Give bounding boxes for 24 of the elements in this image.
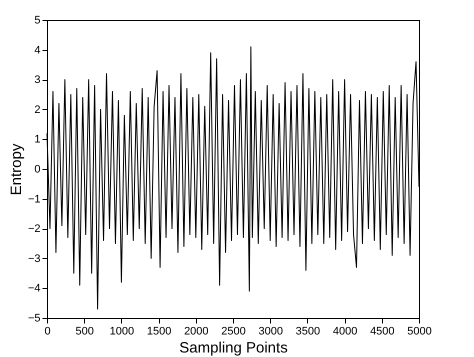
x-tick-label: 4500 [370, 326, 395, 338]
y-tick-label: 4 [34, 44, 40, 56]
x-tick-label: 2000 [184, 326, 209, 338]
x-tick-label: 0 [44, 326, 51, 338]
x-tick-label: 500 [76, 326, 94, 338]
x-tick-label: 3000 [258, 326, 283, 338]
y-tick-label: 0 [34, 164, 40, 176]
y-tick-label: −5 [28, 312, 40, 324]
y-axis-title: Entropy [8, 143, 25, 196]
x-tick-label: 5000 [407, 326, 432, 338]
y-tick-label: 1 [34, 134, 40, 146]
x-tick-label: 1000 [110, 326, 134, 338]
y-tick-label: −1 [28, 193, 40, 206]
y-tick-label: 3 [34, 74, 40, 86]
x-tick-label: 2500 [221, 326, 246, 338]
x-tick-label: 1500 [146, 326, 172, 338]
x-tick-label: 4000 [332, 326, 358, 338]
y-tick-label: 2 [34, 104, 40, 116]
x-axis-title: Sampling Points [179, 340, 288, 356]
y-tick-label: −4 [28, 282, 40, 295]
y-tick-label: −3 [28, 252, 40, 265]
y-tick-label: 5 [34, 14, 40, 26]
x-tick-label: 3500 [296, 326, 320, 338]
y-tick-label: −2 [28, 223, 40, 236]
